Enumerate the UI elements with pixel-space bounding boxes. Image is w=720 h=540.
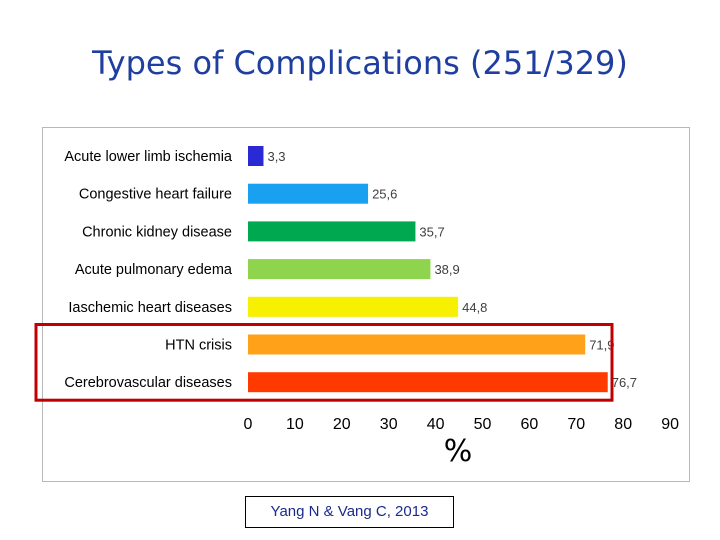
x-tick-label: 90 (661, 416, 679, 433)
x-tick-label: 50 (474, 416, 492, 433)
category-label: HTN crisis (165, 338, 232, 354)
bar (248, 183, 369, 204)
category-label: Iaschemic heart diseases (68, 300, 232, 316)
x-tick-label: 20 (333, 416, 351, 433)
x-tick-label: 60 (521, 416, 539, 433)
slide-title: Types of Complications (251/329) (92, 44, 628, 82)
value-label: 35,7 (419, 224, 444, 239)
bar (248, 334, 586, 355)
value-label: 3,3 (267, 149, 285, 164)
citation-box: Yang N & Vang C, 2013 (245, 496, 454, 528)
x-tick-label: 70 (567, 416, 585, 433)
category-label: Congestive heart failure (79, 187, 232, 203)
category-label: Acute lower limb ischemia (64, 149, 233, 165)
x-tick-label: 10 (286, 416, 304, 433)
bar (248, 259, 431, 280)
bar (248, 296, 459, 317)
bar (248, 372, 608, 393)
x-tick-label: 30 (380, 416, 398, 433)
value-label: 71,9 (589, 338, 614, 353)
category-label: Cerebrovascular diseases (64, 375, 232, 391)
value-label: 38,9 (434, 262, 459, 277)
highlight-box (34, 323, 614, 402)
bar (248, 221, 416, 242)
x-axis-label: % (444, 434, 473, 469)
chart-frame (42, 127, 690, 482)
x-tick-label: 40 (427, 416, 445, 433)
value-label: 25,6 (372, 187, 397, 202)
bar (248, 146, 264, 166)
value-label: 44,8 (462, 300, 487, 315)
category-label: Acute pulmonary edema (75, 262, 233, 278)
category-label: Chronic kidney disease (82, 224, 232, 240)
x-tick-label: 80 (614, 416, 632, 433)
x-tick-label: 0 (244, 416, 253, 433)
value-label: 76,7 (612, 375, 637, 390)
